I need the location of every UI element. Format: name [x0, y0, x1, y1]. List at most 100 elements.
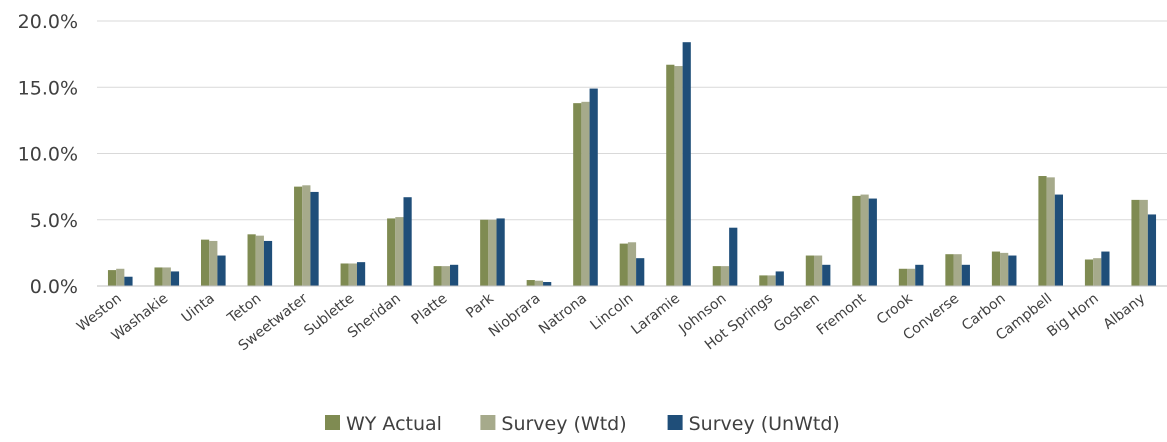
legend-label: Survey (UnWtd): [689, 413, 840, 435]
bar: [961, 264, 970, 286]
bar: [395, 217, 404, 286]
bar: [945, 254, 954, 286]
bar: [1084, 259, 1094, 286]
bar: [162, 267, 171, 286]
category-label: Platte: [409, 291, 451, 329]
bar: [589, 88, 598, 286]
bar: [543, 282, 552, 286]
category-group: [526, 280, 552, 286]
bar: [852, 195, 861, 286]
bar: [496, 218, 505, 286]
bar: [868, 198, 877, 286]
bar: [1046, 177, 1055, 286]
bar: [1008, 255, 1017, 286]
bar: [124, 276, 133, 286]
category-group: [480, 218, 505, 286]
bar: [1131, 199, 1140, 287]
legend-swatch: [325, 415, 340, 430]
y-tick-label: 5.0%: [30, 210, 78, 232]
category-group: [387, 197, 412, 286]
y-tick-label: 15.0%: [18, 77, 78, 99]
category-label: Teton: [224, 291, 264, 327]
legend-label: WY Actual: [346, 413, 442, 435]
category-group: [666, 42, 691, 287]
bar: [627, 242, 637, 286]
bar: [1000, 252, 1009, 287]
category-label: Albany: [1100, 291, 1148, 333]
category-label: Goshen: [771, 291, 823, 336]
category-label: Crook: [874, 290, 916, 328]
legend-item: Survey (Wtd): [480, 413, 627, 435]
bar: [534, 280, 544, 286]
bar: [1101, 251, 1110, 286]
bar: [217, 255, 226, 286]
legend-label: Survey (Wtd): [501, 413, 626, 435]
bar: [201, 239, 210, 287]
y-tick-label: 20.0%: [18, 11, 78, 33]
legend-item: WY Actual: [325, 413, 442, 435]
y-axis-ticks: 0.0% 5.0% 10.0% 15.0% 20.0%: [18, 11, 78, 298]
category-group: [1131, 199, 1157, 287]
category-group: [805, 255, 831, 286]
bar: [356, 262, 366, 286]
category-group: [340, 262, 366, 286]
bar: [1147, 214, 1157, 286]
category-group: [247, 234, 273, 286]
category-label: Niobrara: [486, 291, 544, 341]
bar: [116, 268, 125, 286]
bar: [1054, 194, 1063, 286]
bar: [898, 268, 908, 286]
bar: [953, 254, 962, 286]
bar: [170, 271, 180, 286]
category-group: [852, 194, 877, 286]
bar: [310, 191, 319, 286]
category-group: [107, 268, 133, 286]
bar: [348, 263, 357, 286]
bar: [813, 255, 823, 286]
bar: [666, 64, 675, 286]
bar: [107, 270, 117, 286]
category-label: Laramie: [628, 291, 683, 339]
y-tick-label: 0.0%: [30, 276, 78, 298]
bar: [1139, 199, 1148, 287]
legend-swatch: [480, 415, 496, 430]
bar: [907, 268, 916, 286]
bar: [247, 234, 256, 286]
bar: [480, 219, 489, 286]
bar: [488, 219, 497, 286]
category-group: [759, 271, 784, 286]
bar: [263, 240, 273, 286]
bar: [915, 264, 924, 286]
bar: [759, 275, 768, 286]
category-group: [945, 254, 970, 286]
bar: [1038, 176, 1047, 286]
category-group: [712, 227, 738, 287]
bar: [991, 251, 1001, 286]
bar: [619, 243, 628, 286]
bar: [682, 42, 691, 287]
bar: [822, 264, 831, 286]
bar: [387, 218, 396, 286]
legend-swatch: [667, 415, 683, 430]
category-group: [991, 251, 1017, 287]
bar: [860, 194, 869, 286]
bar: [636, 258, 645, 286]
bar: [209, 240, 218, 286]
bar: [729, 227, 738, 286]
category-group: [898, 264, 924, 286]
bar: [1093, 258, 1102, 286]
category-group: [201, 239, 226, 287]
bar: [154, 267, 163, 286]
category-group: [1084, 251, 1110, 286]
category-group: [619, 242, 645, 286]
bar: [712, 266, 721, 287]
gridlines: [97, 20, 1167, 221]
bars: [107, 42, 1157, 287]
bar: [581, 101, 590, 286]
bar: [526, 280, 535, 286]
bar: [674, 66, 683, 286]
legend-item: Survey (UnWtd): [667, 413, 840, 435]
category-label: Big Horn: [1044, 291, 1101, 341]
